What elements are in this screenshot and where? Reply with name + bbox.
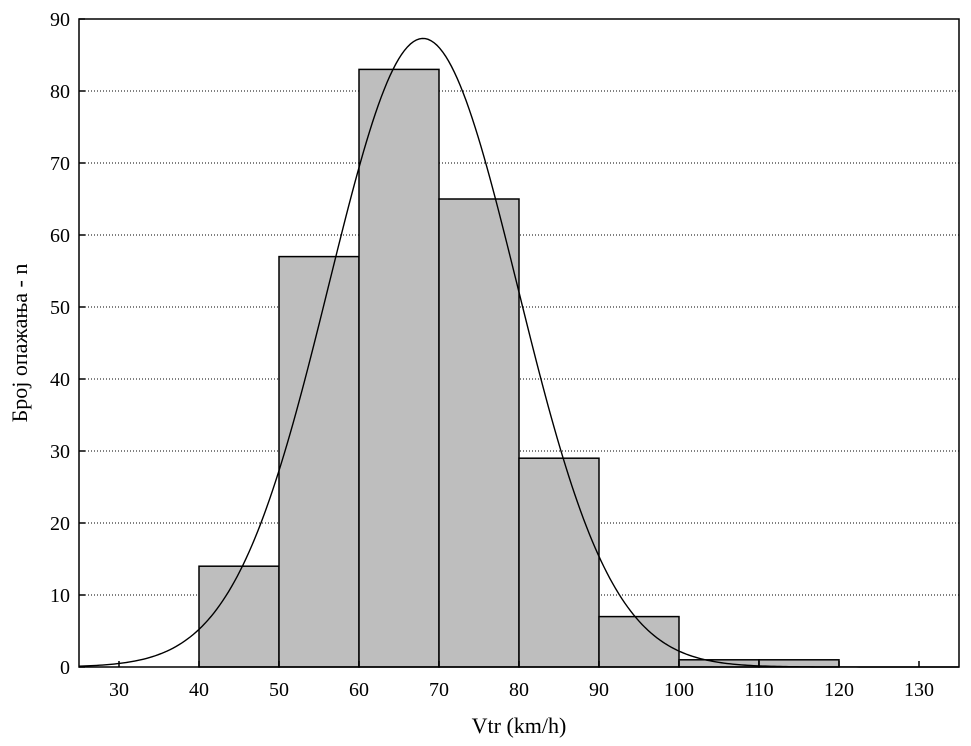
histogram-bar xyxy=(198,565,280,668)
x-tick-label: 60 xyxy=(349,679,369,701)
x-tick-label: 50 xyxy=(269,679,289,701)
y-tick-label: 20 xyxy=(50,513,70,535)
y-tick-label: 0 xyxy=(60,657,70,679)
y-tick-label: 30 xyxy=(50,441,70,463)
y-axis-title: Број опажања - n xyxy=(7,264,32,423)
y-tick-label: 70 xyxy=(50,153,70,175)
x-tick-label: 110 xyxy=(744,679,773,701)
x-tick-label: 120 xyxy=(824,679,854,701)
x-tick-label: 100 xyxy=(664,679,694,701)
y-axis-ticks: 0 10 20 30 40 50 60 70 80 90 xyxy=(50,9,85,679)
x-axis-ticks: 30 40 50 60 70 80 90 100 110 120 130 xyxy=(109,661,934,701)
bars xyxy=(198,68,840,668)
y-tick-label: 80 xyxy=(50,81,70,103)
histogram-bar xyxy=(278,255,360,668)
histogram-bar xyxy=(438,198,520,668)
x-axis-title: Vtr (km/h) xyxy=(472,713,567,738)
y-tick-label: 50 xyxy=(50,297,70,319)
x-tick-label: 130 xyxy=(904,679,934,701)
histogram-bar xyxy=(598,615,680,668)
histogram-bar xyxy=(358,68,440,668)
y-tick-label: 10 xyxy=(50,585,70,607)
y-tick-label: 90 xyxy=(50,9,70,31)
y-tick-label: 40 xyxy=(50,369,70,391)
x-tick-label: 90 xyxy=(589,679,609,701)
x-tick-label: 70 xyxy=(429,679,449,701)
histogram-bar xyxy=(518,457,600,668)
y-tick-label: 60 xyxy=(50,225,70,247)
x-tick-label: 80 xyxy=(509,679,529,701)
x-tick-label: 40 xyxy=(189,679,209,701)
x-tick-label: 30 xyxy=(109,679,129,701)
